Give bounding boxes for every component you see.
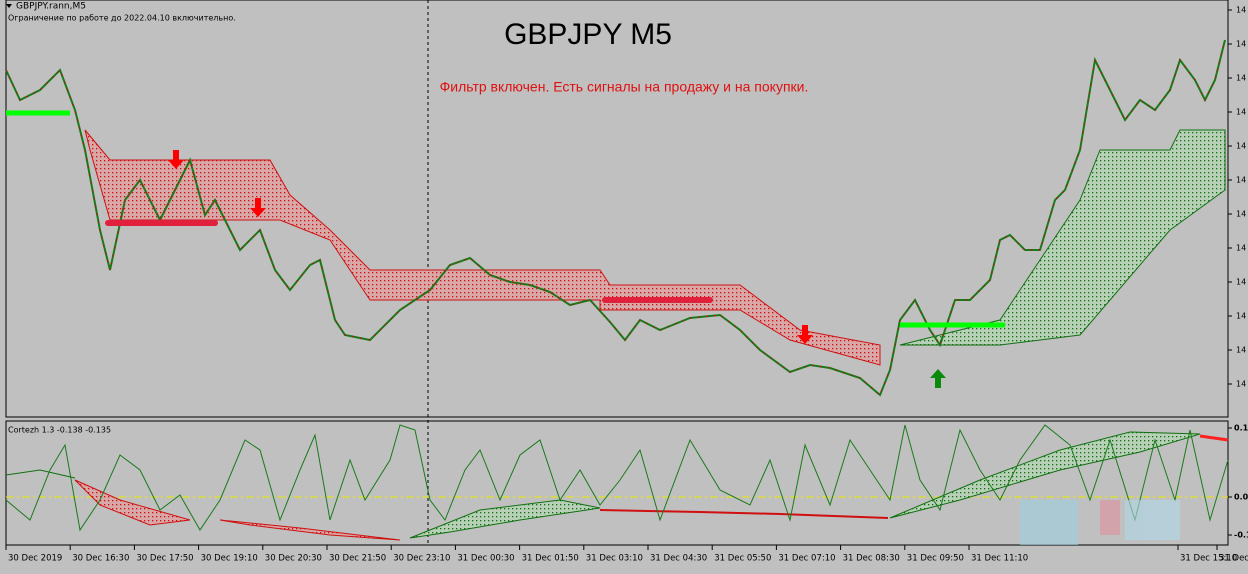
oscillator-line bbox=[5, 424, 1229, 532]
osc-label: 0.1 bbox=[1234, 424, 1248, 433]
osc-signal bbox=[599, 509, 889, 519]
time-label: 31 Dec 07:10 bbox=[778, 554, 835, 564]
oscillator-axis: 0.1 0.0 -0.1 bbox=[1228, 424, 1248, 540]
osc-sell-cloud bbox=[219, 519, 401, 541]
price-label: 14 bbox=[1236, 278, 1246, 287]
price-label: 14 bbox=[1236, 108, 1246, 117]
time-label: 30 Dec 16:30 bbox=[72, 554, 129, 564]
time-label: 30 Dec 20:30 bbox=[265, 554, 322, 564]
time-label: 31 Dec 03:10 bbox=[586, 554, 643, 564]
osc-signal bbox=[1199, 434, 1229, 442]
osc-sell-cloud bbox=[74, 479, 191, 526]
sell-arrows bbox=[168, 150, 813, 344]
watermark bbox=[1020, 500, 1180, 545]
time-label: 31 Dec 11:10 bbox=[971, 554, 1028, 564]
osc-label: 0.0 bbox=[1234, 493, 1248, 502]
price-label: 14 bbox=[1236, 142, 1246, 151]
indicator-label: Cortezh 1.3 -0.138 -0.135 bbox=[8, 426, 111, 435]
time-label: 30 Dec 19:10 bbox=[201, 554, 258, 564]
time-label: 31 Dec 05:50 bbox=[714, 554, 771, 564]
price-axis: 14 14 14 14 14 14 14 14 14 14 14 14 bbox=[1228, 6, 1246, 389]
price-label: 14 bbox=[1236, 40, 1246, 49]
time-label: 31 Dec bbox=[1219, 554, 1248, 564]
osc-signal bbox=[5, 469, 76, 479]
time-label: 31 Dec 04:30 bbox=[650, 554, 707, 564]
buy-cloud bbox=[899, 129, 1226, 346]
time-label: 31 Dec 09:50 bbox=[907, 554, 964, 564]
osc-buy-cloud bbox=[409, 499, 601, 539]
time-label: 30 Dec 21:50 bbox=[329, 554, 386, 564]
price-label: 14 bbox=[1236, 380, 1246, 389]
collapse-icon[interactable] bbox=[6, 4, 12, 8]
time-label: 31 Dec 08:30 bbox=[843, 554, 900, 564]
chart-title: GBPJPY M5 bbox=[504, 18, 672, 51]
time-label: 30 Dec 17:50 bbox=[136, 554, 193, 564]
time-label: 30 Dec 2019 bbox=[8, 554, 62, 564]
symbol-label: GBPJPY.rann,M5 bbox=[16, 2, 86, 12]
buy-arrow bbox=[930, 369, 946, 388]
time-label: 31 Dec 01:50 bbox=[522, 554, 579, 564]
notice: Ограничение по работе до 2022.04.10 вклю… bbox=[8, 14, 236, 23]
time-label: 31 Dec 15:10 bbox=[1180, 554, 1237, 564]
price-label: 14 bbox=[1236, 176, 1246, 185]
price-label: 14 bbox=[1236, 6, 1246, 15]
price-label: 14 bbox=[1236, 74, 1246, 83]
time-label: 31 Dec 00:30 bbox=[457, 554, 514, 564]
price-label: 14 bbox=[1236, 244, 1246, 253]
bear-candles bbox=[5, 39, 1226, 396]
status-message: Фильтр включен. Есть сигналы на продажу … bbox=[440, 79, 809, 95]
price-label: 14 bbox=[1236, 210, 1246, 219]
time-label: 30 Dec 23:10 bbox=[393, 554, 450, 564]
sell-cloud bbox=[84, 129, 881, 366]
osc-label: -0.1 bbox=[1234, 531, 1248, 540]
price-label: 14 bbox=[1236, 312, 1246, 321]
time-axis: 30 Dec 2019 30 Dec 16:30 30 Dec 17:50 30 De… bbox=[5, 545, 1248, 564]
price-label: 14 bbox=[1236, 346, 1246, 355]
